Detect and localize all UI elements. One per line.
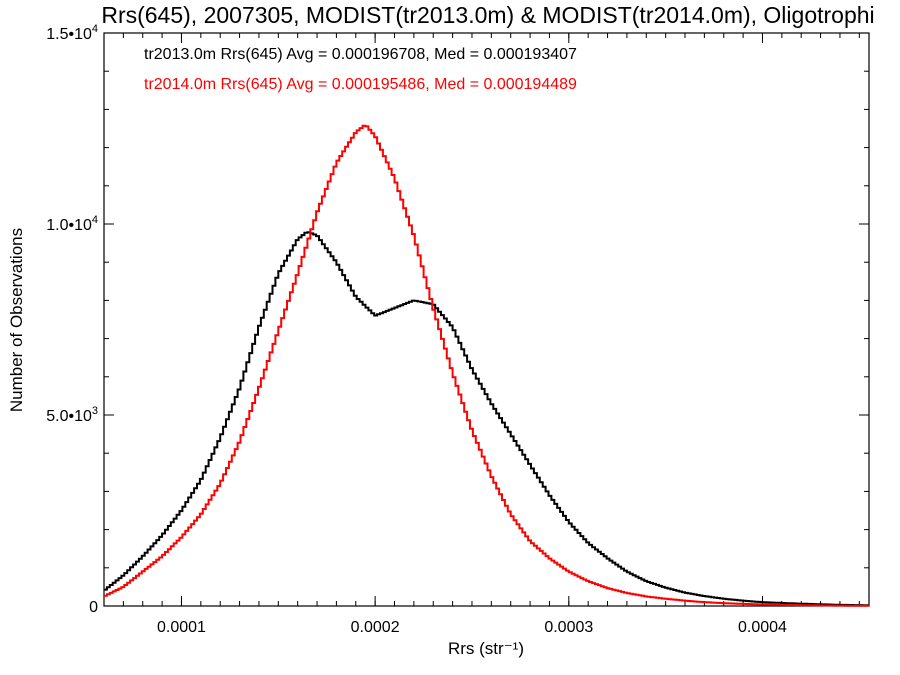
y-tick-label: 1.0•104 xyxy=(46,214,98,234)
y-tick-label-exponent: 3 xyxy=(92,405,98,417)
x-tick-label: 0.0002 xyxy=(351,619,400,636)
y-tick-label-exponent: 4 xyxy=(92,23,98,35)
series-group xyxy=(104,124,869,607)
y-axis-label: Number of Observations xyxy=(7,228,26,412)
plot-frame xyxy=(103,32,870,607)
y-tick-label-exponent: 4 xyxy=(92,214,98,226)
x-tick-label: 0.0004 xyxy=(738,619,787,636)
x-tick-label: 0.0001 xyxy=(157,619,206,636)
axis-ticks: 0.0001 0.0002 0.0003 0.000405.0•1031.0•1041… xyxy=(46,23,869,636)
series-line-1 xyxy=(104,124,869,607)
x-axis-label: Rrs (str⁻¹) xyxy=(448,639,524,658)
series-line-0 xyxy=(104,231,869,607)
y-tick-label-base: 1.0•10 xyxy=(46,217,92,234)
chart-title: Rrs(645), 2007305, MODIST(tr2013.0m) & M… xyxy=(101,2,874,28)
y-tick-label: 0 xyxy=(89,599,98,616)
y-tick-label-base: 5.0•10 xyxy=(46,408,92,425)
y-tick-label: 5.0•103 xyxy=(46,405,98,425)
stats-annotation-tr2013: tr2013.0m Rrs(645) Avg = 0.000196708, Me… xyxy=(144,46,577,63)
stats-annotation-tr2014: tr2014.0m Rrs(645) Avg = 0.000195486, Me… xyxy=(144,76,577,93)
y-tick-label: 1.5•104 xyxy=(46,23,98,43)
x-tick-label: 0.0003 xyxy=(544,619,593,636)
y-tick-label-base: 1.5•10 xyxy=(46,26,92,43)
